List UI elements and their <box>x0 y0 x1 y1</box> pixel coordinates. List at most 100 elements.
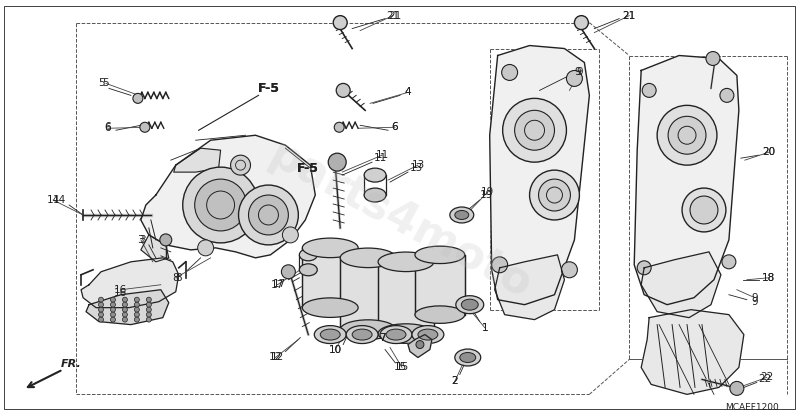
Polygon shape <box>81 258 178 308</box>
Text: 6: 6 <box>105 123 111 133</box>
Circle shape <box>194 179 246 231</box>
Ellipse shape <box>302 238 358 258</box>
Text: 9: 9 <box>574 68 581 78</box>
Ellipse shape <box>302 298 358 317</box>
Text: 6: 6 <box>105 122 111 132</box>
Circle shape <box>140 122 150 132</box>
Circle shape <box>282 227 298 243</box>
Circle shape <box>122 302 127 307</box>
Circle shape <box>98 317 103 322</box>
Circle shape <box>416 341 424 349</box>
Text: 8: 8 <box>175 273 182 283</box>
Ellipse shape <box>450 207 474 223</box>
Circle shape <box>160 234 172 246</box>
Text: 19: 19 <box>480 190 494 200</box>
Text: 9: 9 <box>751 293 758 303</box>
Ellipse shape <box>378 252 434 271</box>
Circle shape <box>98 297 103 302</box>
Ellipse shape <box>299 249 318 261</box>
Ellipse shape <box>378 324 434 343</box>
Text: 6: 6 <box>392 122 398 132</box>
Text: 8: 8 <box>173 273 179 283</box>
Circle shape <box>334 16 347 29</box>
Polygon shape <box>86 290 169 325</box>
Text: 2: 2 <box>451 376 458 386</box>
Circle shape <box>730 381 744 395</box>
Circle shape <box>502 64 518 81</box>
Circle shape <box>230 155 250 175</box>
Circle shape <box>492 257 508 273</box>
Bar <box>302 248 358 308</box>
Circle shape <box>638 261 651 275</box>
Text: F-5: F-5 <box>258 82 279 95</box>
Text: 6: 6 <box>392 122 398 132</box>
Text: F-5: F-5 <box>298 161 319 175</box>
Polygon shape <box>494 255 565 320</box>
Circle shape <box>134 307 139 312</box>
Circle shape <box>530 170 579 220</box>
Text: 20: 20 <box>762 147 775 157</box>
Circle shape <box>122 312 127 317</box>
Ellipse shape <box>460 352 476 362</box>
Circle shape <box>249 195 288 235</box>
Circle shape <box>706 51 720 66</box>
Circle shape <box>514 110 554 150</box>
Circle shape <box>110 307 115 312</box>
Circle shape <box>562 262 578 278</box>
Text: 10: 10 <box>329 344 342 354</box>
Circle shape <box>238 185 298 245</box>
Text: 14: 14 <box>46 195 60 205</box>
Text: 15: 15 <box>395 362 409 373</box>
Circle shape <box>336 83 350 98</box>
Ellipse shape <box>299 264 318 276</box>
Polygon shape <box>174 148 221 172</box>
Text: 21: 21 <box>622 11 636 21</box>
Circle shape <box>146 307 151 312</box>
Circle shape <box>668 116 706 154</box>
Circle shape <box>134 312 139 317</box>
Text: parts4moto: parts4moto <box>262 133 538 308</box>
Polygon shape <box>490 46 590 305</box>
Text: 10: 10 <box>329 344 342 354</box>
Circle shape <box>574 16 588 29</box>
Ellipse shape <box>455 349 481 366</box>
Polygon shape <box>641 310 744 394</box>
Text: 2: 2 <box>451 376 458 386</box>
Text: 22: 22 <box>760 372 774 383</box>
Circle shape <box>98 307 103 312</box>
Text: 21: 21 <box>622 11 636 21</box>
Circle shape <box>122 297 127 302</box>
Circle shape <box>110 312 115 317</box>
Ellipse shape <box>320 329 340 340</box>
Ellipse shape <box>340 248 396 268</box>
Circle shape <box>134 317 139 322</box>
Circle shape <box>110 297 115 302</box>
Text: 9: 9 <box>751 297 758 307</box>
Ellipse shape <box>340 320 396 339</box>
Text: 7: 7 <box>378 332 386 342</box>
Ellipse shape <box>415 246 465 264</box>
Text: 5: 5 <box>102 78 110 88</box>
Text: 22: 22 <box>758 374 771 384</box>
Bar <box>340 258 396 330</box>
Text: 19: 19 <box>481 187 494 197</box>
Text: 17: 17 <box>270 280 284 290</box>
Text: 20: 20 <box>762 147 775 157</box>
Text: FR.: FR. <box>61 359 82 369</box>
Polygon shape <box>141 135 315 258</box>
Circle shape <box>122 317 127 322</box>
Ellipse shape <box>386 329 406 340</box>
Ellipse shape <box>314 326 346 344</box>
Circle shape <box>198 240 214 256</box>
Ellipse shape <box>346 326 378 344</box>
Polygon shape <box>634 56 739 305</box>
Text: 18: 18 <box>762 273 775 283</box>
Text: 4: 4 <box>405 88 411 98</box>
Ellipse shape <box>418 329 438 340</box>
Text: MCAEF1200: MCAEF1200 <box>725 403 778 412</box>
Ellipse shape <box>462 299 478 310</box>
Text: 1: 1 <box>482 322 488 332</box>
Circle shape <box>182 167 258 243</box>
Ellipse shape <box>364 188 386 202</box>
Circle shape <box>110 317 115 322</box>
